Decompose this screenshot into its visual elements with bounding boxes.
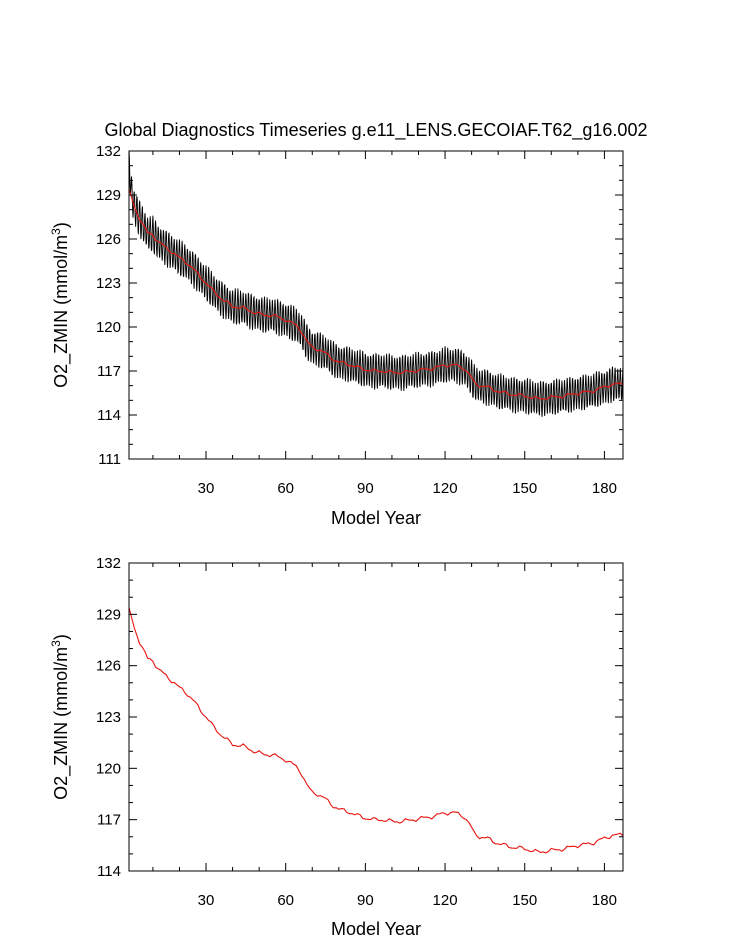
top-x-tick-label-180: 180	[592, 480, 617, 497]
bottom-tick-group: 30 60 90 120 150 180 114 117 120 123 126 129 132	[96, 555, 623, 909]
top-y-tick-label-111: 111	[98, 451, 121, 468]
top-x-tick-label-150: 150	[512, 480, 537, 497]
top-plot-frame	[128, 150, 624, 460]
bottom-y-tick-label-114: 114	[97, 863, 121, 880]
top-y-tick-label-129: 129	[96, 187, 121, 204]
top-y-axis-title: O2_ZMIN (mmol/m3)	[49, 222, 72, 388]
bottom-x-axis-title: Model Year	[331, 919, 421, 939]
bottom-plot-frame	[128, 562, 624, 872]
bottom-x-tick-label-120: 120	[433, 892, 458, 909]
bottom-y-tick-label-126: 126	[96, 658, 121, 675]
top-panel: 30 60 90 120 150 180111114117120123126129132 …	[49, 143, 624, 528]
bottom-y-tick-label-132: 132	[96, 555, 121, 572]
bottom-y-tick-label-117: 117	[97, 812, 121, 829]
bottom-series-group	[129, 607, 623, 854]
top-series-group	[129, 151, 623, 417]
top-x-tick-label-60: 60	[277, 480, 294, 497]
top-x-axis-title: Model Year	[331, 508, 421, 528]
top-y-tick-label-123: 123	[96, 275, 121, 292]
bottom-y-tick-label-123: 123	[96, 709, 121, 726]
top-x-tick-label-90: 90	[357, 480, 374, 497]
bottom-y-tick-label-129: 129	[96, 606, 121, 623]
chart-title: Global Diagnostics Timeseries g.e11_LENS…	[105, 120, 648, 141]
bottom-x-tick-label-60: 60	[277, 892, 294, 909]
top-monthly-series-line	[129, 151, 623, 417]
top-tick-group: 30 60 90 120 150 180 111 114 117 120 123 126 129 132	[96, 143, 623, 497]
top-y-tick-label-117: 117	[97, 363, 121, 380]
top-y-tick-label-132: 132	[96, 143, 121, 160]
bottom-y-axis-title: O2_ZMIN (mmol/m3)	[49, 634, 72, 800]
top-y-tick-label-126: 126	[96, 231, 121, 248]
bottom-x-tick-label-30: 30	[198, 892, 215, 909]
bottom-x-tick-label-180: 180	[592, 892, 617, 909]
bottom-x-tick-label-90: 90	[357, 892, 374, 909]
bottom-y-tick-label-120: 120	[96, 760, 121, 777]
top-y-tick-label-120: 120	[96, 319, 121, 336]
bottom-annual-mean-line	[129, 607, 623, 854]
top-y-tick-label-114: 114	[97, 407, 121, 424]
bottom-x-tick-label-150: 150	[512, 892, 537, 909]
top-x-tick-label-30: 30	[198, 480, 215, 497]
top-annual-mean-line	[129, 188, 623, 401]
bottom-panel: 30 60 90 120 150 180 114 117 120 123 126 129 132 Mod…	[49, 555, 624, 939]
top-x-tick-label-120: 120	[433, 480, 458, 497]
